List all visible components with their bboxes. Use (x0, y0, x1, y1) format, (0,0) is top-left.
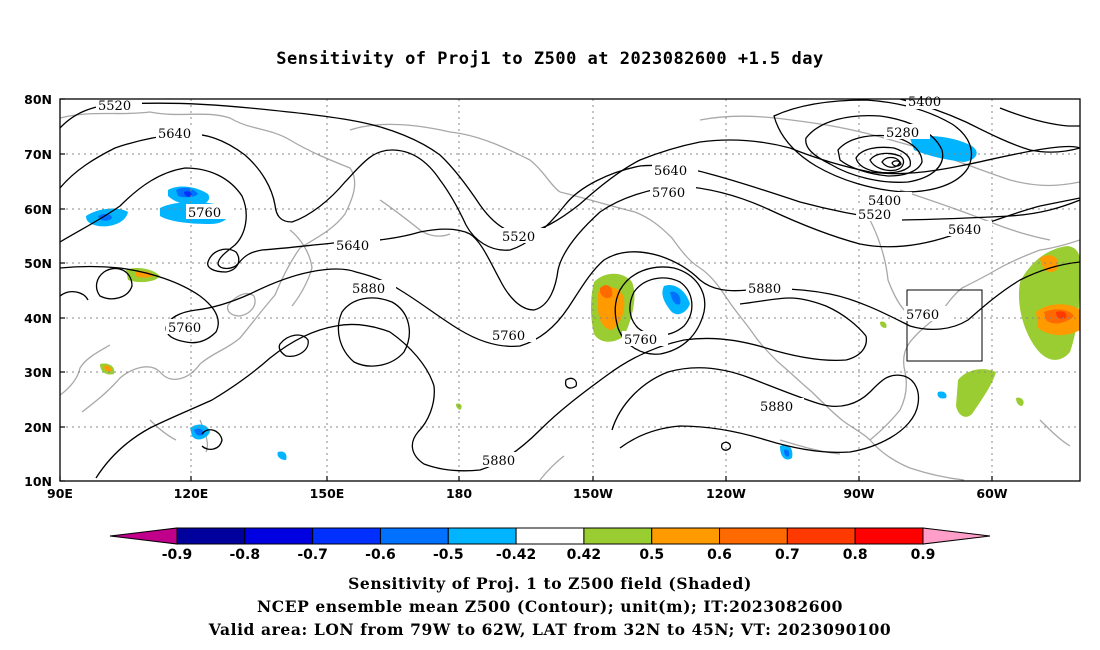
contour-label: 5520 (98, 99, 131, 114)
contour-label: 5880 (352, 282, 385, 297)
colorbar-label: 0.9 (911, 547, 936, 563)
colorbar-swatch (854, 527, 924, 545)
contour-labels: 5520 5640 5760 5640 5880 5760 5520 5760 … (96, 95, 992, 469)
contour-label: 5760 (188, 206, 221, 221)
lon-tick-label: 60W (976, 486, 1007, 501)
colorbar-label: 0.7 (775, 547, 800, 563)
lon-tick-label: 150E (310, 486, 345, 501)
contour-label: 5640 (158, 127, 191, 142)
chart-title: Sensitivity of Proj1 to Z500 at 20230826… (276, 49, 824, 69)
lon-tick-label: 90E (47, 486, 73, 501)
contour-label: 5520 (858, 208, 891, 223)
contour-label: 5760 (624, 333, 657, 348)
contour-label: 5400 (868, 194, 901, 209)
lat-tick-label: 30N (24, 365, 52, 380)
contour-label: 5880 (760, 400, 793, 415)
contour-label: 5880 (748, 282, 781, 297)
caption-line-3: Valid area: LON from 79W to 62W, LAT fro… (208, 620, 892, 639)
lat-tick-label: 60N (24, 202, 52, 217)
contour-label: 5640 (654, 164, 687, 179)
colorbar-swatch (379, 527, 449, 545)
lat-tick-label: 50N (24, 256, 52, 271)
contour-label: 5640 (336, 239, 369, 254)
colorbar: -0.9 -0.8 -0.7 -0.6 -0.5 -0.42 0.42 0.5 0.6 0.7 0.… (109, 527, 991, 563)
contour-label: 5640 (948, 223, 981, 238)
valid-area-box (906, 289, 983, 362)
colorbar-swatch (244, 527, 314, 545)
grid-lines (60, 99, 1080, 481)
colorbar-swatch (786, 527, 856, 545)
colorbar-swatch (176, 527, 246, 545)
colorbar-swatch (583, 527, 653, 545)
colorbar-swatch (515, 527, 585, 545)
colorbar-label: -0.5 (433, 547, 464, 563)
colorbar-label: -0.9 (162, 547, 193, 563)
contour-label: 5520 (502, 230, 535, 245)
contour-label: 5760 (168, 321, 201, 336)
colorbar-end-triangle (109, 527, 178, 545)
colorbar-swatch (312, 527, 381, 545)
colorbar-label: 0.5 (639, 547, 664, 563)
coastlines (60, 111, 1080, 481)
colorbar-label: 0.6 (707, 547, 732, 563)
colorbar-label: -0.7 (297, 547, 328, 563)
colorbar-swatch (651, 527, 721, 545)
colorbar-end-triangle (922, 527, 991, 545)
plot-frame (59, 98, 1081, 482)
caption-line-1: Sensitivity of Proj. 1 to Z500 field (Sh… (348, 574, 752, 593)
contour-label: 5400 (908, 95, 941, 110)
colorbar-label: -0.8 (230, 547, 261, 563)
colorbar-label: 0.8 (843, 547, 868, 563)
colorbar-label: 0.42 (567, 547, 602, 563)
lat-tick-label: 40N (24, 311, 52, 326)
lon-tick-label: 120W (706, 486, 746, 501)
z500-contours (60, 99, 1080, 479)
sensitivity-shading (86, 136, 1080, 460)
contour-label: 5280 (886, 126, 919, 141)
lat-tick-label: 70N (24, 147, 52, 162)
lon-axis-labels: 90E 120E 150E 180 150W 120W 90W 60W (47, 486, 1008, 501)
lat-tick-label: 20N (24, 420, 52, 435)
lat-tick-label: 80N (24, 92, 52, 107)
lon-tick-label: 90W (843, 486, 874, 501)
colorbar-swatch (447, 527, 517, 545)
lon-tick-label: 180 (446, 486, 472, 501)
contour-label: 5760 (492, 329, 525, 344)
caption-line-2: NCEP ensemble mean Z500 (Contour); unit(… (257, 597, 843, 616)
lat-axis-labels: 80N 70N 60N 50N 40N 30N 20N 10N (24, 92, 52, 489)
colorbar-label: -0.6 (365, 547, 396, 563)
lat-tick-label: 10N (24, 474, 52, 489)
colorbar-swatch (719, 527, 788, 545)
contour-label: 5760 (906, 308, 939, 323)
contour-label: 5760 (652, 186, 685, 201)
axis-ticks (59, 98, 993, 482)
lon-tick-label: 120E (174, 486, 209, 501)
contour-label: 5880 (482, 454, 515, 469)
lon-tick-label: 150W (573, 486, 613, 501)
colorbar-label: -0.42 (496, 547, 536, 563)
